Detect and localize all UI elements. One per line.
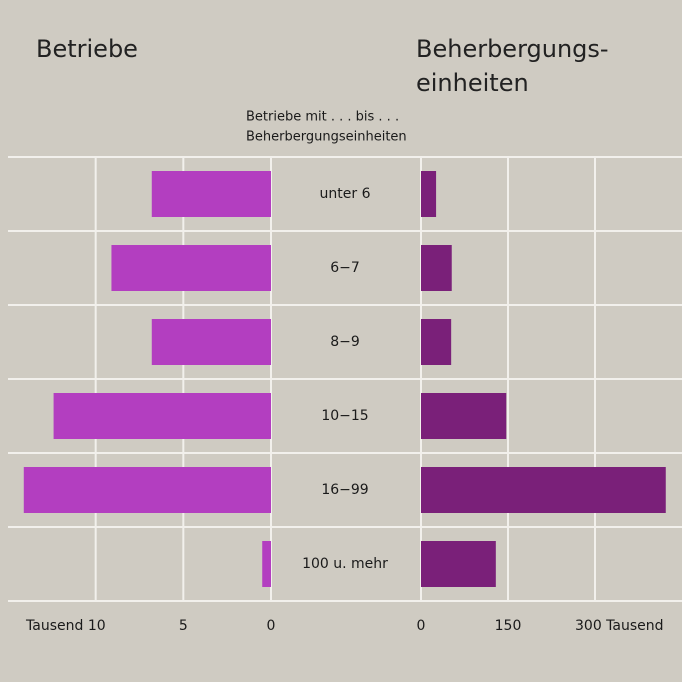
bar <box>421 319 452 365</box>
bar <box>421 541 496 587</box>
bar <box>151 319 271 365</box>
x-tick-label: 0 <box>267 618 276 634</box>
category-label: 100 u. mehr <box>302 556 388 572</box>
category-label: 6−7 <box>330 260 360 276</box>
x-tick-label: 5 <box>179 618 188 634</box>
bar <box>53 393 271 439</box>
category-label: 16−99 <box>321 482 368 498</box>
bar <box>262 541 271 587</box>
category-label: 10−15 <box>321 408 368 424</box>
bar <box>421 171 437 217</box>
bar <box>111 245 272 291</box>
bar <box>151 171 271 217</box>
bar <box>421 393 507 439</box>
bar <box>421 245 452 291</box>
x-tick-label: 0 <box>417 618 426 634</box>
bar <box>421 467 666 513</box>
x-tick-label: 300 Tausend <box>575 618 664 634</box>
x-tick-label: Tausend 10 <box>25 618 106 634</box>
bar <box>23 467 272 513</box>
category-label: unter 6 <box>320 186 371 202</box>
right-title-line: einheiten <box>416 69 529 97</box>
x-tick-label: 150 <box>495 618 522 634</box>
subtitle-line: Beherbergungseinheiten <box>246 130 407 145</box>
subtitle-line: Betriebe mit . . . bis . . . <box>246 110 399 125</box>
category-label: 8−9 <box>330 334 360 350</box>
left-title: Betriebe <box>36 35 138 63</box>
right-title-line: Beherbergungs- <box>416 35 609 63</box>
